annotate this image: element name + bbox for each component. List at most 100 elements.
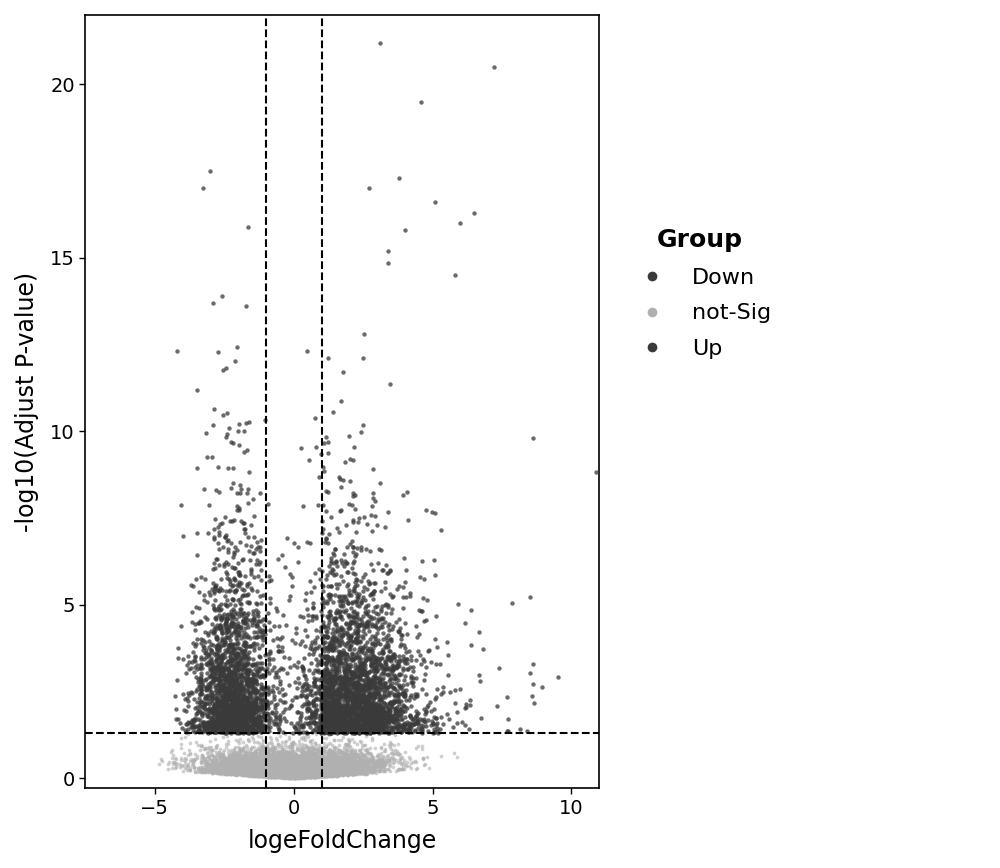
- Point: [353, 764, 369, 778]
- Point: [308, 757, 324, 771]
- Point: [250, 766, 266, 779]
- Point: [229, 725, 245, 739]
- Point: [323, 765, 339, 779]
- Point: [293, 758, 309, 772]
- X-axis label: logeFoldChange: logeFoldChange: [248, 829, 437, 853]
- Point: [374, 714, 390, 728]
- Point: [265, 685, 281, 699]
- Point: [321, 762, 337, 776]
- Point: [186, 666, 202, 680]
- Point: [364, 499, 380, 513]
- Point: [229, 763, 245, 777]
- Point: [208, 757, 224, 771]
- Point: [205, 719, 221, 733]
- Point: [230, 695, 246, 709]
- Point: [290, 767, 306, 781]
- Point: [258, 763, 274, 777]
- Point: [447, 696, 463, 710]
- Point: [301, 767, 317, 781]
- Point: [311, 765, 327, 779]
- Point: [286, 756, 302, 770]
- Point: [344, 732, 360, 746]
- Point: [345, 677, 361, 691]
- Point: [224, 754, 240, 768]
- Point: [319, 769, 335, 783]
- Point: [254, 765, 270, 779]
- Point: [266, 765, 282, 779]
- Point: [299, 757, 315, 771]
- Point: [368, 720, 384, 734]
- Point: [249, 766, 265, 780]
- Point: [227, 766, 243, 780]
- Point: [287, 766, 303, 780]
- Point: [315, 761, 331, 775]
- Point: [327, 763, 343, 777]
- Point: [339, 628, 355, 641]
- Point: [319, 754, 335, 768]
- Point: [229, 694, 245, 707]
- Point: [332, 767, 348, 781]
- Point: [214, 289, 230, 303]
- Point: [276, 759, 292, 773]
- Point: [253, 714, 269, 728]
- Point: [245, 766, 261, 779]
- Point: [253, 687, 269, 700]
- Point: [290, 761, 306, 775]
- Point: [292, 759, 308, 773]
- Point: [297, 759, 313, 773]
- Point: [253, 766, 269, 779]
- Point: [243, 754, 259, 768]
- Point: [324, 562, 340, 575]
- Point: [259, 763, 275, 777]
- Point: [336, 688, 352, 702]
- Point: [270, 759, 286, 773]
- Point: [207, 725, 223, 739]
- Point: [241, 757, 257, 771]
- Point: [240, 707, 256, 721]
- Point: [336, 761, 352, 775]
- Point: [263, 768, 279, 782]
- Point: [260, 760, 276, 773]
- Point: [359, 722, 375, 736]
- Point: [236, 748, 252, 762]
- Point: [260, 697, 276, 711]
- Point: [265, 760, 281, 773]
- Point: [371, 706, 387, 720]
- Point: [234, 763, 250, 777]
- Point: [353, 667, 369, 681]
- Point: [352, 720, 368, 734]
- Point: [328, 686, 344, 700]
- Point: [259, 698, 275, 712]
- Point: [328, 685, 344, 699]
- Point: [261, 769, 277, 783]
- Point: [322, 720, 338, 733]
- Point: [233, 681, 249, 694]
- Point: [260, 769, 276, 783]
- Point: [270, 766, 286, 780]
- Point: [298, 760, 314, 774]
- Point: [283, 767, 299, 781]
- Point: [316, 619, 332, 633]
- Point: [266, 692, 282, 706]
- Point: [328, 640, 344, 654]
- Point: [363, 720, 379, 734]
- Point: [321, 747, 337, 761]
- Point: [347, 692, 363, 706]
- Point: [258, 753, 274, 767]
- Point: [240, 652, 256, 666]
- Point: [337, 685, 353, 699]
- Point: [308, 746, 324, 760]
- Point: [258, 754, 274, 768]
- Point: [270, 751, 286, 765]
- Point: [224, 667, 240, 681]
- Point: [231, 709, 247, 723]
- Point: [313, 762, 329, 776]
- Point: [270, 756, 286, 770]
- Point: [367, 706, 383, 720]
- Point: [354, 756, 370, 770]
- Point: [227, 725, 243, 739]
- Point: [219, 763, 235, 777]
- Point: [281, 746, 297, 760]
- Point: [349, 626, 365, 640]
- Point: [343, 707, 359, 720]
